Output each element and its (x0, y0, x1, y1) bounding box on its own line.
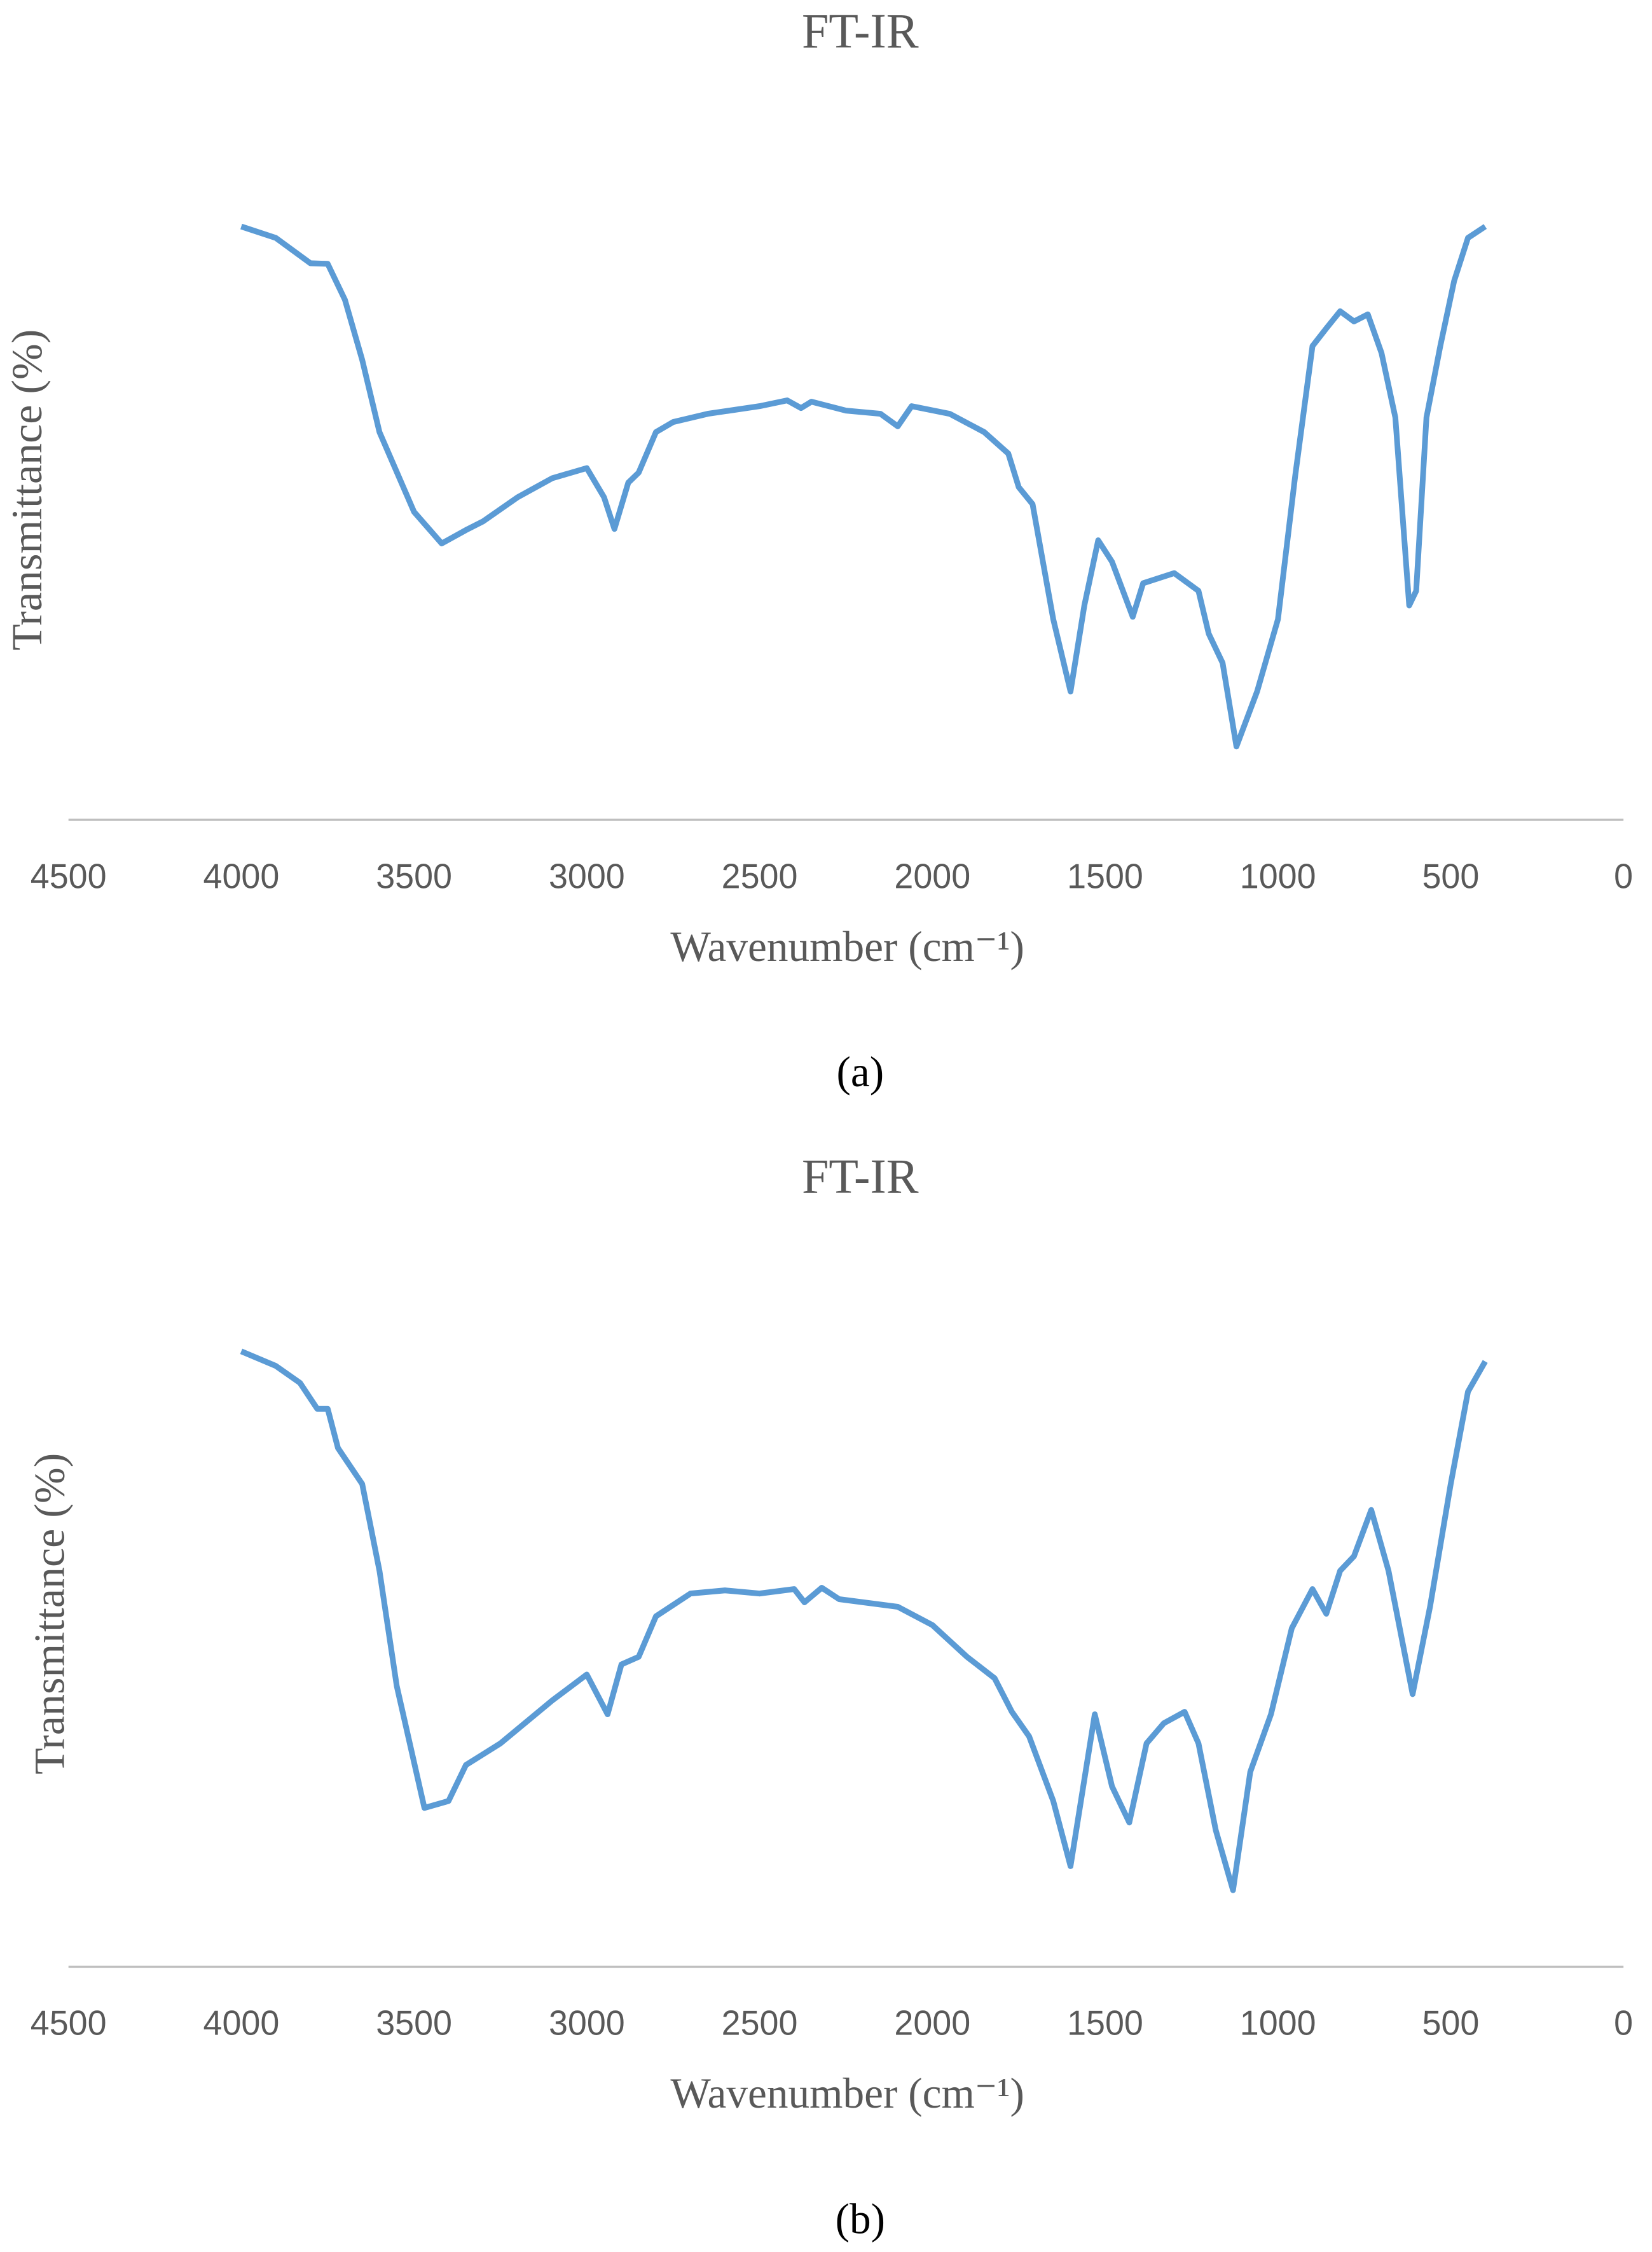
x-tick-label: 4500 (31, 2004, 107, 2042)
x-tick-label: 3500 (376, 2004, 452, 2042)
x-axis-label: Wavenumber (cm⁻¹) (670, 2069, 1024, 2117)
x-tick-label: 4000 (203, 2004, 280, 2042)
x-tick-label: 500 (1422, 857, 1480, 895)
figure-caption: (b) (836, 2195, 885, 2242)
spectrum-line (240, 223, 1487, 750)
x-tick-label: 0 (1614, 2004, 1633, 2042)
x-tick-label: 1000 (1240, 2004, 1316, 2042)
x-tick-label: 500 (1422, 2004, 1480, 2042)
x-tick-label: 0 (1614, 857, 1633, 895)
x-tick-label: 4000 (203, 857, 280, 895)
x-tick-label: 2000 (894, 857, 970, 895)
x-tick-label: 4500 (31, 857, 107, 895)
x-tick-label: 1500 (1067, 2004, 1143, 2042)
x-tick-label: 2500 (722, 857, 798, 895)
x-tick-label: 2000 (894, 2004, 970, 2042)
y-axis-label: Transmittance (%) (3, 329, 51, 651)
x-axis-label: Wavenumber (cm⁻¹) (670, 923, 1024, 971)
figure-caption: (a) (836, 1048, 884, 1096)
chart-title: FT-IR (802, 4, 919, 58)
x-tick-label: 3000 (549, 2004, 625, 2042)
x-tick-label: 2500 (722, 2004, 798, 2042)
chart-title: FT-IR (802, 1149, 919, 1203)
x-tick-label: 1500 (1067, 857, 1143, 895)
spectrum-line (240, 1348, 1488, 1893)
x-tick-label: 3000 (549, 857, 625, 895)
x-tick-label: 3500 (376, 857, 452, 895)
x-tick-label: 1000 (1240, 857, 1316, 895)
y-axis-label: Transmittance (%) (26, 1453, 74, 1774)
